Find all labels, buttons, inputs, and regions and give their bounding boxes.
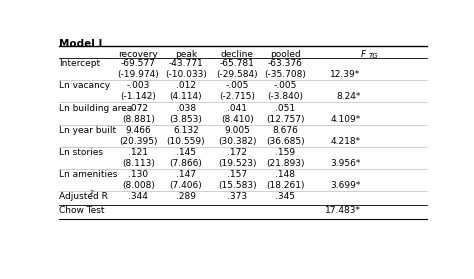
Text: (4.114): (4.114) xyxy=(170,92,202,102)
Text: (-35.708): (-35.708) xyxy=(264,70,306,79)
Text: .345: .345 xyxy=(275,192,295,201)
Text: 9.466: 9.466 xyxy=(125,126,151,135)
Text: Chow Test: Chow Test xyxy=(59,206,105,215)
Text: (-19.974): (-19.974) xyxy=(118,70,159,79)
Text: -.005: -.005 xyxy=(273,81,297,90)
Text: (36.685): (36.685) xyxy=(266,137,304,146)
Text: (-2.715): (-2.715) xyxy=(219,92,255,102)
Text: 8.24*: 8.24* xyxy=(336,92,360,102)
Text: (-29.584): (-29.584) xyxy=(217,70,258,79)
Text: Ln building area: Ln building area xyxy=(59,104,133,112)
Text: pooled: pooled xyxy=(270,50,301,59)
Text: (21.893): (21.893) xyxy=(266,159,304,168)
Text: 3.699*: 3.699* xyxy=(330,181,360,190)
Text: -69.577: -69.577 xyxy=(121,59,155,68)
Text: (-1.142): (-1.142) xyxy=(120,92,156,102)
Text: .130: .130 xyxy=(128,170,148,179)
Text: (15.583): (15.583) xyxy=(218,181,257,190)
Text: .145: .145 xyxy=(176,148,196,157)
Text: Ln stories: Ln stories xyxy=(59,148,103,157)
Text: -.003: -.003 xyxy=(127,81,150,90)
Text: (-10.033): (-10.033) xyxy=(165,70,207,79)
Text: (19.523): (19.523) xyxy=(218,159,256,168)
Text: (18.261): (18.261) xyxy=(266,181,304,190)
Text: .121: .121 xyxy=(128,148,148,157)
Text: (12.757): (12.757) xyxy=(266,115,304,124)
Text: 9.005: 9.005 xyxy=(225,126,250,135)
Text: 4.109*: 4.109* xyxy=(330,115,360,124)
Text: .344: .344 xyxy=(128,192,148,201)
Text: Adjusted R: Adjusted R xyxy=(59,192,108,201)
Text: (10.559): (10.559) xyxy=(167,137,205,146)
Text: 17.483*: 17.483* xyxy=(325,206,360,215)
Text: (8.410): (8.410) xyxy=(221,115,254,124)
Text: 4.218*: 4.218* xyxy=(330,137,360,146)
Text: 2: 2 xyxy=(90,190,93,195)
Text: .148: .148 xyxy=(275,170,295,179)
Text: .072: .072 xyxy=(128,104,148,112)
Text: TG: TG xyxy=(369,54,378,59)
Text: .172: .172 xyxy=(228,148,247,157)
Text: .041: .041 xyxy=(228,104,247,112)
Text: (7.866): (7.866) xyxy=(170,159,202,168)
Text: 12.39*: 12.39* xyxy=(330,70,360,79)
Text: .051: .051 xyxy=(275,104,295,112)
Text: -65.781: -65.781 xyxy=(220,59,255,68)
Text: .373: .373 xyxy=(228,192,247,201)
Text: (3.853): (3.853) xyxy=(170,115,202,124)
Text: 8.676: 8.676 xyxy=(272,126,298,135)
Text: Model I: Model I xyxy=(59,39,103,49)
Text: (8.113): (8.113) xyxy=(122,159,155,168)
Text: 6.132: 6.132 xyxy=(173,126,199,135)
Text: (30.382): (30.382) xyxy=(218,137,256,146)
Text: .147: .147 xyxy=(176,170,196,179)
Text: (8.881): (8.881) xyxy=(122,115,155,124)
Text: (20.395): (20.395) xyxy=(119,137,157,146)
Text: Ln year built: Ln year built xyxy=(59,126,117,135)
Text: recovery: recovery xyxy=(118,50,158,59)
Text: .012: .012 xyxy=(176,81,196,90)
Text: -43.771: -43.771 xyxy=(169,59,203,68)
Text: peak: peak xyxy=(175,50,197,59)
Text: .159: .159 xyxy=(275,148,295,157)
Text: -.005: -.005 xyxy=(226,81,249,90)
Text: Ln amenities: Ln amenities xyxy=(59,170,118,179)
Text: F: F xyxy=(360,50,365,59)
Text: Intercept: Intercept xyxy=(59,59,100,68)
Text: decline: decline xyxy=(221,50,254,59)
Text: -63.376: -63.376 xyxy=(268,59,302,68)
Text: Ln vacancy: Ln vacancy xyxy=(59,81,110,90)
Text: (8.008): (8.008) xyxy=(122,181,155,190)
Text: .289: .289 xyxy=(176,192,196,201)
Text: .038: .038 xyxy=(176,104,196,112)
Text: 3.956*: 3.956* xyxy=(330,159,360,168)
Text: (-3.840): (-3.840) xyxy=(267,92,303,102)
Text: .157: .157 xyxy=(228,170,247,179)
Text: (7.406): (7.406) xyxy=(170,181,202,190)
